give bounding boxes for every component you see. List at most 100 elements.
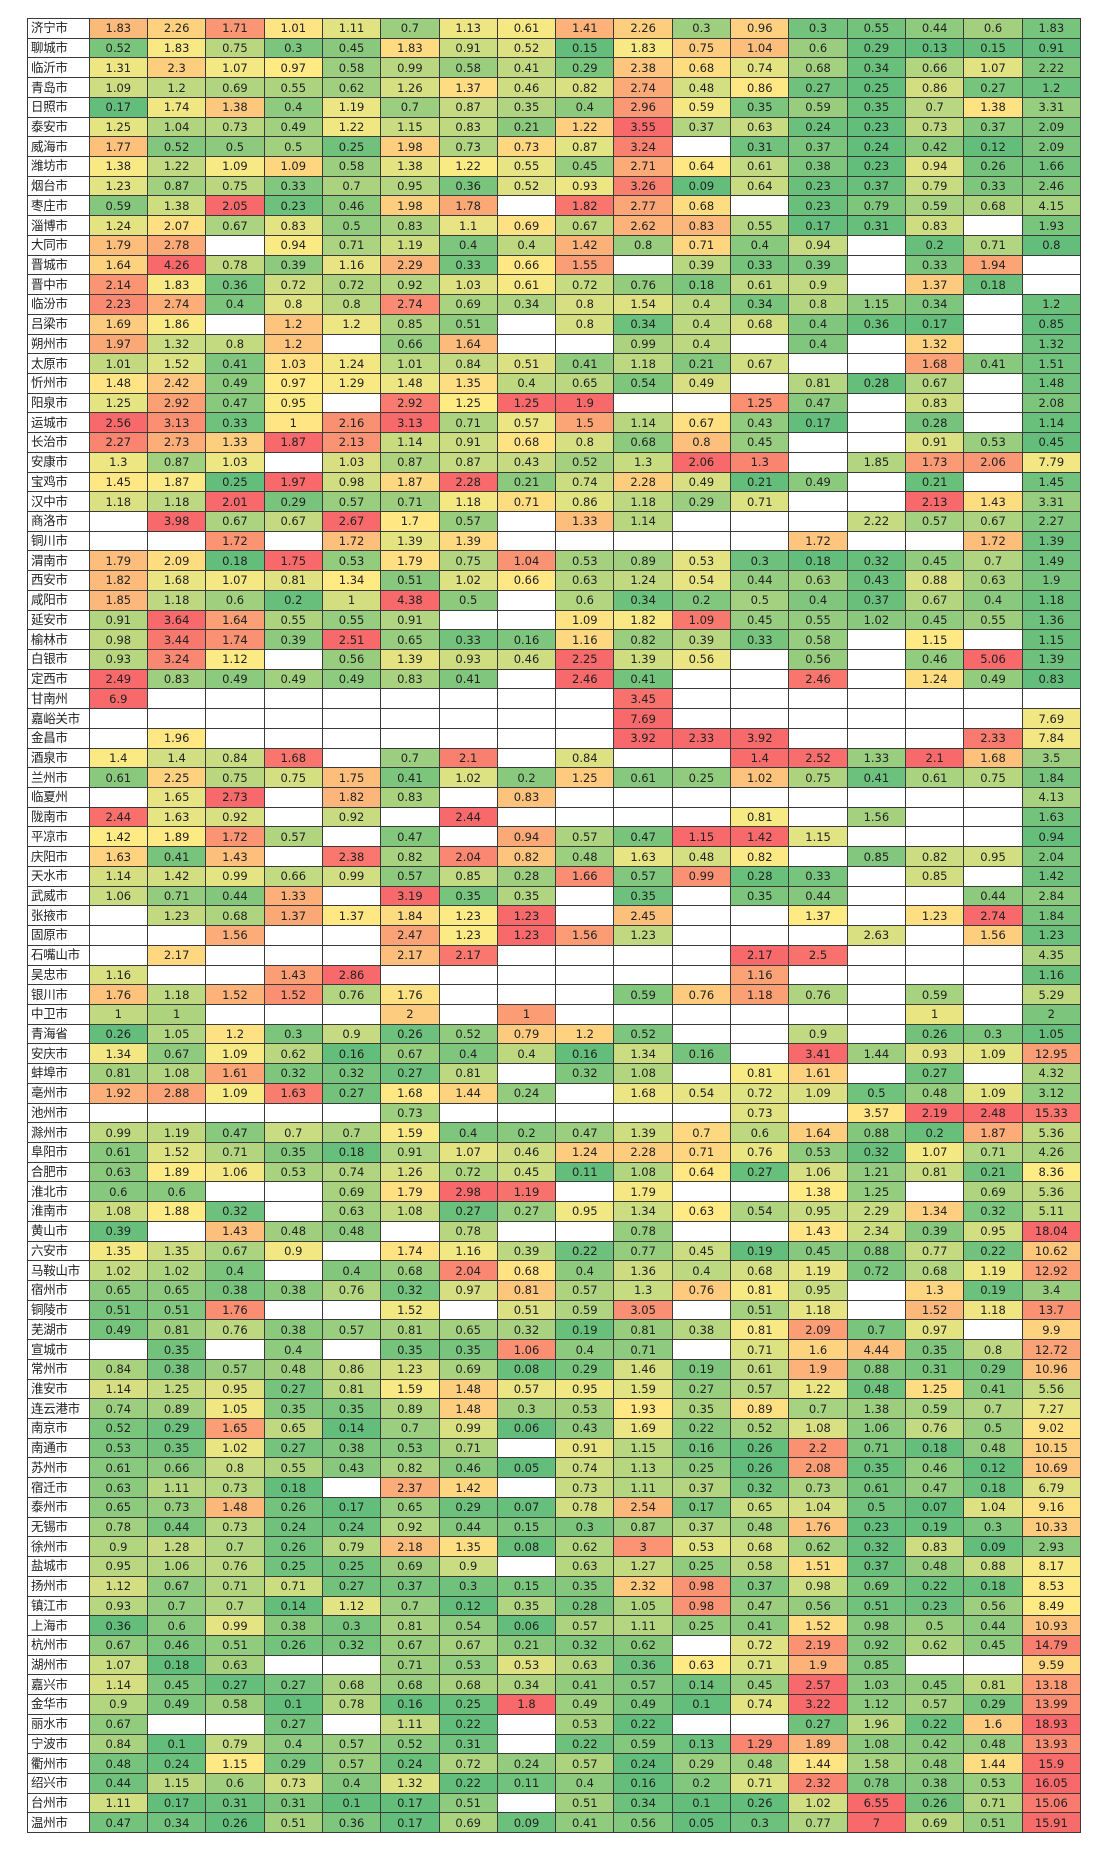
value-cell[interactable]: 0.67 xyxy=(146,1575,207,1597)
value-cell[interactable]: 1.3 xyxy=(613,451,673,473)
value-cell[interactable]: 1.87 xyxy=(380,471,440,493)
value-cell[interactable]: 1.13 xyxy=(613,1457,673,1479)
value-cell[interactable]: 0.57 xyxy=(321,491,382,512)
value-cell[interactable]: 0.68 xyxy=(380,1674,440,1696)
value-cell[interactable]: 2.17 xyxy=(380,944,440,966)
value-cell[interactable]: 0.64 xyxy=(671,1161,732,1183)
value-cell[interactable]: 2.5 xyxy=(788,944,848,966)
value-cell[interactable]: 0.89 xyxy=(380,1398,440,1420)
value-cell[interactable] xyxy=(88,944,148,966)
value-cell[interactable]: 0.39 xyxy=(496,1240,557,1262)
value-cell[interactable]: 1.63 xyxy=(1021,806,1082,828)
value-cell[interactable] xyxy=(496,964,557,986)
city-name-cell[interactable]: 宣城市 xyxy=(27,1339,90,1360)
value-cell[interactable]: 0.06 xyxy=(496,1418,557,1439)
value-cell[interactable]: 1.64 xyxy=(205,609,265,631)
value-cell[interactable] xyxy=(963,964,1023,986)
value-cell[interactable]: 1.45 xyxy=(1021,471,1082,493)
value-cell[interactable] xyxy=(671,944,732,966)
value-cell[interactable]: 1.29 xyxy=(321,372,382,394)
value-cell[interactable] xyxy=(788,787,848,808)
value-cell[interactable] xyxy=(263,451,323,473)
value-cell[interactable]: 1.34 xyxy=(321,570,382,591)
value-cell[interactable]: 0.4 xyxy=(788,589,848,611)
value-cell[interactable]: 0.38 xyxy=(788,156,848,177)
value-cell[interactable]: 0.49 xyxy=(205,372,265,394)
value-cell[interactable]: 0.32 xyxy=(263,1063,323,1084)
value-cell[interactable]: 0.8 xyxy=(205,333,265,355)
value-cell[interactable]: 3 xyxy=(613,1536,673,1558)
value-cell[interactable]: 0.3 xyxy=(671,18,732,39)
value-cell[interactable]: 1.25 xyxy=(555,767,615,789)
value-cell[interactable]: 10.33 xyxy=(1021,1516,1082,1538)
value-cell[interactable]: 1.19 xyxy=(146,1122,207,1143)
value-cell[interactable] xyxy=(671,925,732,946)
value-cell[interactable]: 0.5 xyxy=(205,136,265,158)
value-cell[interactable]: 0.51 xyxy=(263,1812,323,1834)
value-cell[interactable]: 1.39 xyxy=(438,530,498,552)
value-cell[interactable]: 0.3 xyxy=(963,1516,1023,1538)
value-cell[interactable]: 1.68 xyxy=(263,747,323,769)
value-cell[interactable]: 2.73 xyxy=(205,787,265,808)
value-cell[interactable]: 4.26 xyxy=(1021,1141,1082,1163)
value-cell[interactable]: 0.27 xyxy=(263,1437,323,1459)
value-cell[interactable]: 0.66 xyxy=(146,1457,207,1479)
value-cell[interactable]: 0.45 xyxy=(905,550,965,572)
value-cell[interactable]: 0.7 xyxy=(205,1595,265,1617)
value-cell[interactable]: 1.03 xyxy=(205,451,265,473)
value-cell[interactable] xyxy=(321,688,382,710)
value-cell[interactable]: 0.82 xyxy=(555,77,615,98)
value-cell[interactable]: 3.4 xyxy=(1021,1280,1082,1301)
value-cell[interactable]: 1.02 xyxy=(788,1792,848,1814)
value-cell[interactable]: 0.82 xyxy=(380,846,440,867)
value-cell[interactable]: 0.81 xyxy=(380,1319,440,1341)
value-cell[interactable]: 0.44 xyxy=(205,885,265,907)
value-cell[interactable]: 4.35 xyxy=(1021,944,1082,966)
value-cell[interactable]: 0.24 xyxy=(788,116,848,138)
value-cell[interactable]: 1.79 xyxy=(88,234,148,256)
value-cell[interactable]: 2.63 xyxy=(846,925,907,946)
value-cell[interactable]: 1.42 xyxy=(555,234,615,256)
value-cell[interactable]: 0.71 xyxy=(380,491,440,512)
value-cell[interactable]: 1.97 xyxy=(263,471,323,493)
value-cell[interactable]: 0.41 xyxy=(555,1674,615,1696)
value-cell[interactable]: 0.68 xyxy=(730,313,790,335)
value-cell[interactable]: 0.81 xyxy=(380,1615,440,1636)
value-cell[interactable]: 0.41 xyxy=(438,668,498,690)
value-cell[interactable] xyxy=(905,1654,965,1676)
value-cell[interactable]: 0.17 xyxy=(321,1496,382,1518)
value-cell[interactable]: 2.49 xyxy=(88,668,148,690)
value-cell[interactable]: 0.22 xyxy=(555,1240,615,1262)
value-cell[interactable]: 0.57 xyxy=(555,1615,615,1636)
value-cell[interactable]: 0.56 xyxy=(788,649,848,670)
value-cell[interactable]: 0.17 xyxy=(788,412,848,434)
city-name-cell[interactable]: 宁波市 xyxy=(27,1733,90,1755)
value-cell[interactable]: 2.38 xyxy=(321,846,382,867)
value-cell[interactable]: 0.11 xyxy=(496,1772,557,1794)
city-name-cell[interactable]: 朔州市 xyxy=(27,333,90,355)
value-cell[interactable]: 8.36 xyxy=(1021,1161,1082,1183)
value-cell[interactable] xyxy=(1021,688,1082,710)
value-cell[interactable] xyxy=(438,609,498,631)
city-name-cell[interactable]: 无锡市 xyxy=(27,1516,90,1538)
value-cell[interactable]: 2.33 xyxy=(671,727,732,749)
value-cell[interactable]: 0.21 xyxy=(496,1634,557,1656)
value-cell[interactable]: 0.56 xyxy=(613,1812,673,1834)
value-cell[interactable]: 0.4 xyxy=(496,234,557,256)
value-cell[interactable] xyxy=(905,787,965,808)
value-cell[interactable]: 0.23 xyxy=(263,195,323,217)
value-cell[interactable]: 1.63 xyxy=(263,1082,323,1104)
value-cell[interactable]: 0.54 xyxy=(730,1201,790,1222)
value-cell[interactable]: 0.53 xyxy=(555,1398,615,1420)
value-cell[interactable]: 1.02 xyxy=(146,1260,207,1281)
value-cell[interactable]: 0.31 xyxy=(205,1792,265,1814)
value-cell[interactable] xyxy=(730,649,790,670)
value-cell[interactable]: 2.88 xyxy=(146,1082,207,1104)
value-cell[interactable]: 2.16 xyxy=(321,412,382,434)
value-cell[interactable]: 0.67 xyxy=(205,1240,265,1262)
value-cell[interactable]: 0.41 xyxy=(846,767,907,789)
value-cell[interactable]: 1.75 xyxy=(321,767,382,789)
value-cell[interactable]: 0.92 xyxy=(321,806,382,828)
value-cell[interactable]: 0.46 xyxy=(905,649,965,670)
city-name-cell[interactable]: 苏州市 xyxy=(27,1457,90,1479)
